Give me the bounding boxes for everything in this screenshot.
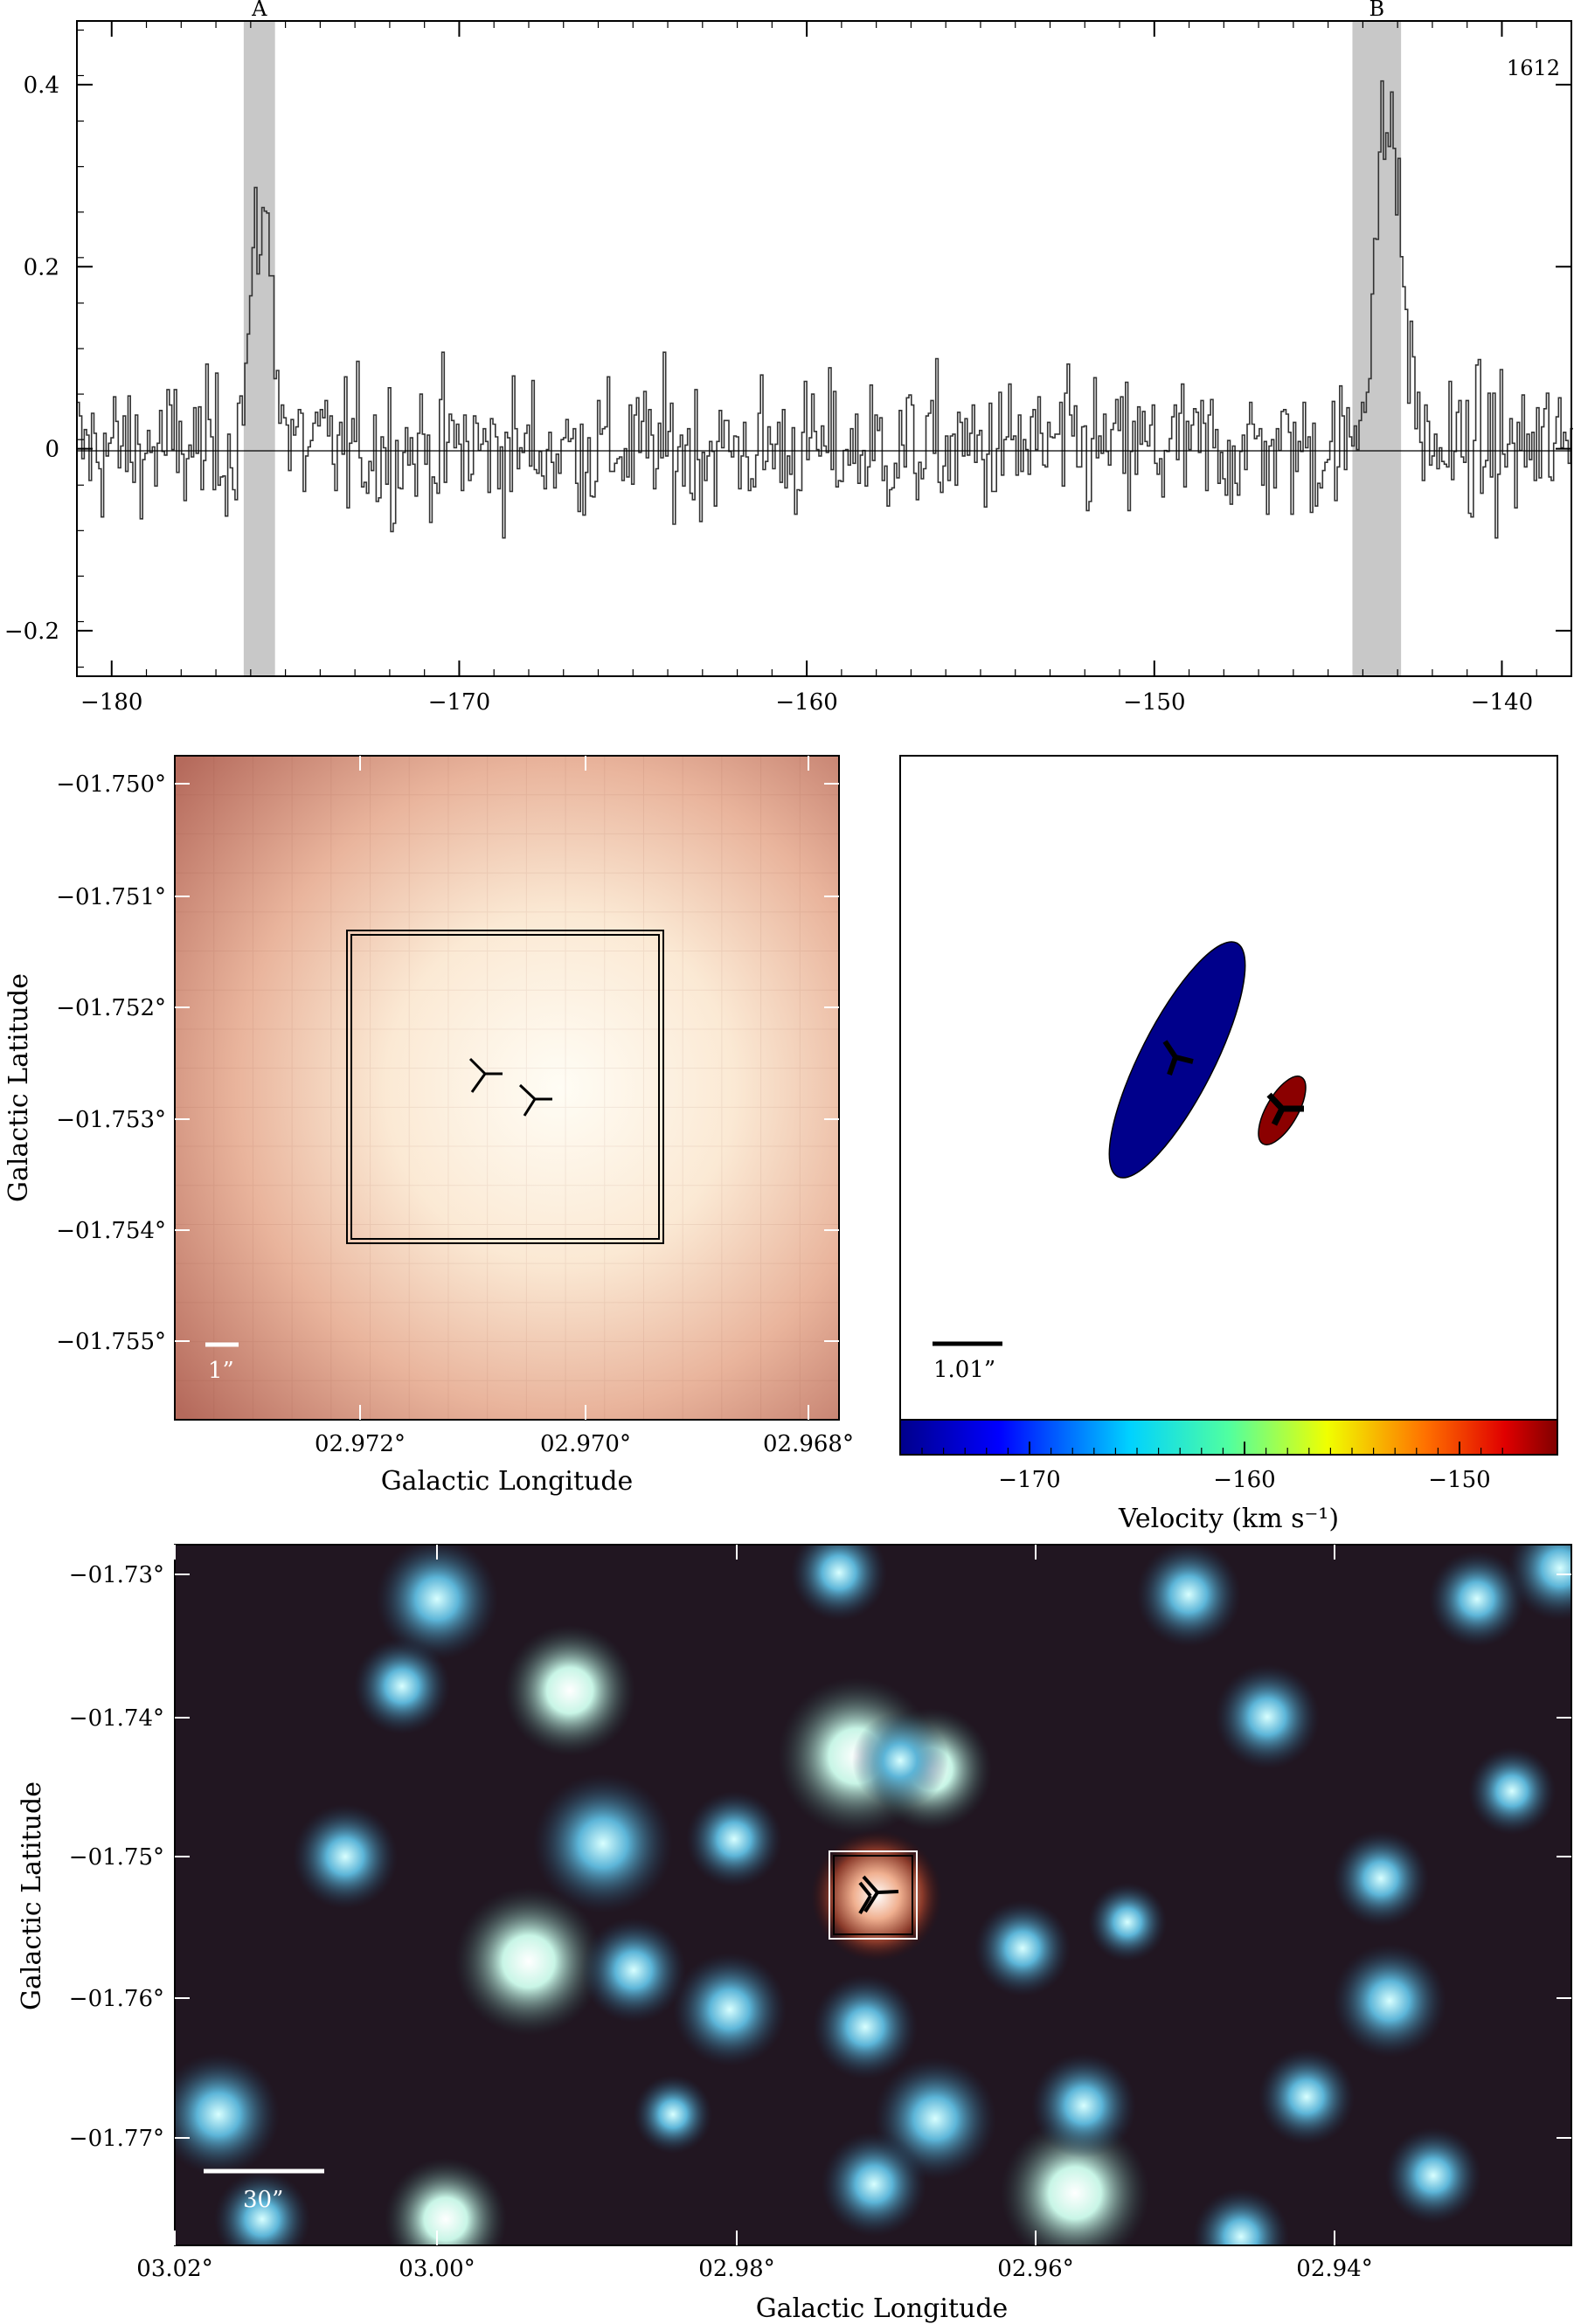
cutout-ticks: 02.972° 02.970° 02.968° −01.750° −01.751° −01… bbox=[56, 756, 854, 1457]
y-tick-label: −01.74° bbox=[69, 1705, 164, 1732]
band-label: A bbox=[251, 0, 267, 21]
x-tick-label: 02.98° bbox=[698, 2256, 774, 2282]
colorbar-tick-label: −170 bbox=[998, 1467, 1060, 1493]
field-ticks: 03.02° 03.00° 02.98° 02.96° 02.94° −01.73° −01… bbox=[69, 1545, 1571, 2282]
y-tick-label: −01.752° bbox=[56, 995, 166, 1021]
highlight-band-A bbox=[243, 21, 275, 676]
field-box-inner bbox=[833, 1855, 913, 1935]
scale-bar-label: 1” bbox=[208, 1358, 234, 1384]
maser-marker-blue-icon bbox=[1162, 1040, 1194, 1076]
field-xlabel: Galactic Longitude bbox=[756, 2293, 1009, 2324]
pixel-grid bbox=[175, 756, 839, 1420]
x-tick-label: −140 bbox=[1471, 689, 1533, 716]
velocity-frame bbox=[899, 755, 1558, 1421]
cutout-panel: 1” 02.972° 02.970° 02.968° −01.750° −01.751°… bbox=[3, 755, 854, 1497]
y-tick-label: 0 bbox=[45, 437, 59, 463]
x-tick-label: 02.968° bbox=[763, 1431, 854, 1457]
aperture-box-outer bbox=[346, 930, 664, 1244]
x-tick-label: 02.96° bbox=[997, 2256, 1073, 2282]
x-tick-label: −180 bbox=[80, 689, 142, 716]
cutout-xlabel: Galactic Longitude bbox=[381, 1466, 634, 1497]
cutout-ylabel: Galactic Latitude bbox=[3, 973, 34, 1202]
field-box-outer bbox=[829, 1850, 918, 1940]
cutout-frame bbox=[174, 755, 840, 1421]
x-tick-label: 03.00° bbox=[399, 2256, 475, 2282]
x-tick-label: −160 bbox=[775, 689, 837, 716]
y-tick-label: −01.77° bbox=[69, 2126, 164, 2152]
y-tick-label: −01.76° bbox=[69, 1986, 164, 2012]
maser-marker-2-icon bbox=[518, 1083, 552, 1117]
x-tick-label: −170 bbox=[428, 689, 490, 716]
x-tick-label: 02.94° bbox=[1296, 2256, 1372, 2282]
spectrum-frame bbox=[76, 20, 1572, 677]
velocity-panel: 1.01” −170 −160 −150 Velocity (km s⁻¹) bbox=[899, 755, 1558, 1534]
band-label: B bbox=[1369, 0, 1384, 21]
velocity-scale-label: 1.01” bbox=[933, 1357, 995, 1383]
maser-marker-1-icon bbox=[468, 1057, 503, 1093]
spectrum-ticks: −180 −170 −160 −150 −140 0.4 0.2 0 −0.2 bbox=[4, 21, 1572, 716]
colorbar-label: Velocity (km s⁻¹) bbox=[1118, 1504, 1339, 1534]
colorbar-tick-label: −160 bbox=[1213, 1467, 1275, 1493]
field-panel: 30” 03.02° 03.00° 02.98° 02.96° 02.94° −01.73… bbox=[17, 1544, 1572, 2324]
highlight-bands bbox=[243, 21, 1402, 676]
cutout-image bbox=[175, 756, 839, 1420]
field-scale-label: 30” bbox=[243, 2187, 283, 2213]
field-maser-marker-icon bbox=[858, 1875, 899, 1915]
colorbar bbox=[899, 1419, 1558, 1456]
field-frame bbox=[174, 1544, 1572, 2246]
y-tick-label: 0.2 bbox=[24, 254, 59, 280]
field-ylabel: Galactic Latitude bbox=[17, 1781, 47, 2010]
x-tick-label: 02.970° bbox=[540, 1431, 631, 1457]
y-tick-label: −01.75° bbox=[69, 1844, 164, 1871]
x-tick-label: 03.02° bbox=[136, 2256, 212, 2282]
x-tick-label: −150 bbox=[1123, 689, 1185, 716]
y-tick-label: −01.73° bbox=[69, 1562, 164, 1588]
spectrum-line bbox=[77, 80, 1573, 539]
y-tick-label: −0.2 bbox=[4, 619, 59, 645]
spectrum-corner-label: 1612 bbox=[1507, 56, 1560, 80]
aperture-box-inner bbox=[350, 934, 660, 1240]
x-tick-label: 02.972° bbox=[315, 1431, 406, 1457]
y-tick-label: −01.753° bbox=[56, 1107, 166, 1133]
y-tick-label: 0.4 bbox=[24, 73, 59, 99]
y-tick-label: −01.755° bbox=[56, 1329, 166, 1355]
y-tick-label: −01.751° bbox=[56, 884, 166, 910]
y-tick-label: −01.754° bbox=[56, 1218, 166, 1244]
field-stars bbox=[175, 1545, 1571, 2245]
y-tick-label: −01.750° bbox=[56, 771, 166, 798]
colorbar-tick-label: −150 bbox=[1428, 1467, 1490, 1493]
colorbar-ticks: −170 −160 −150 bbox=[921, 1442, 1503, 1493]
maser-marker-red-icon bbox=[1266, 1092, 1304, 1126]
